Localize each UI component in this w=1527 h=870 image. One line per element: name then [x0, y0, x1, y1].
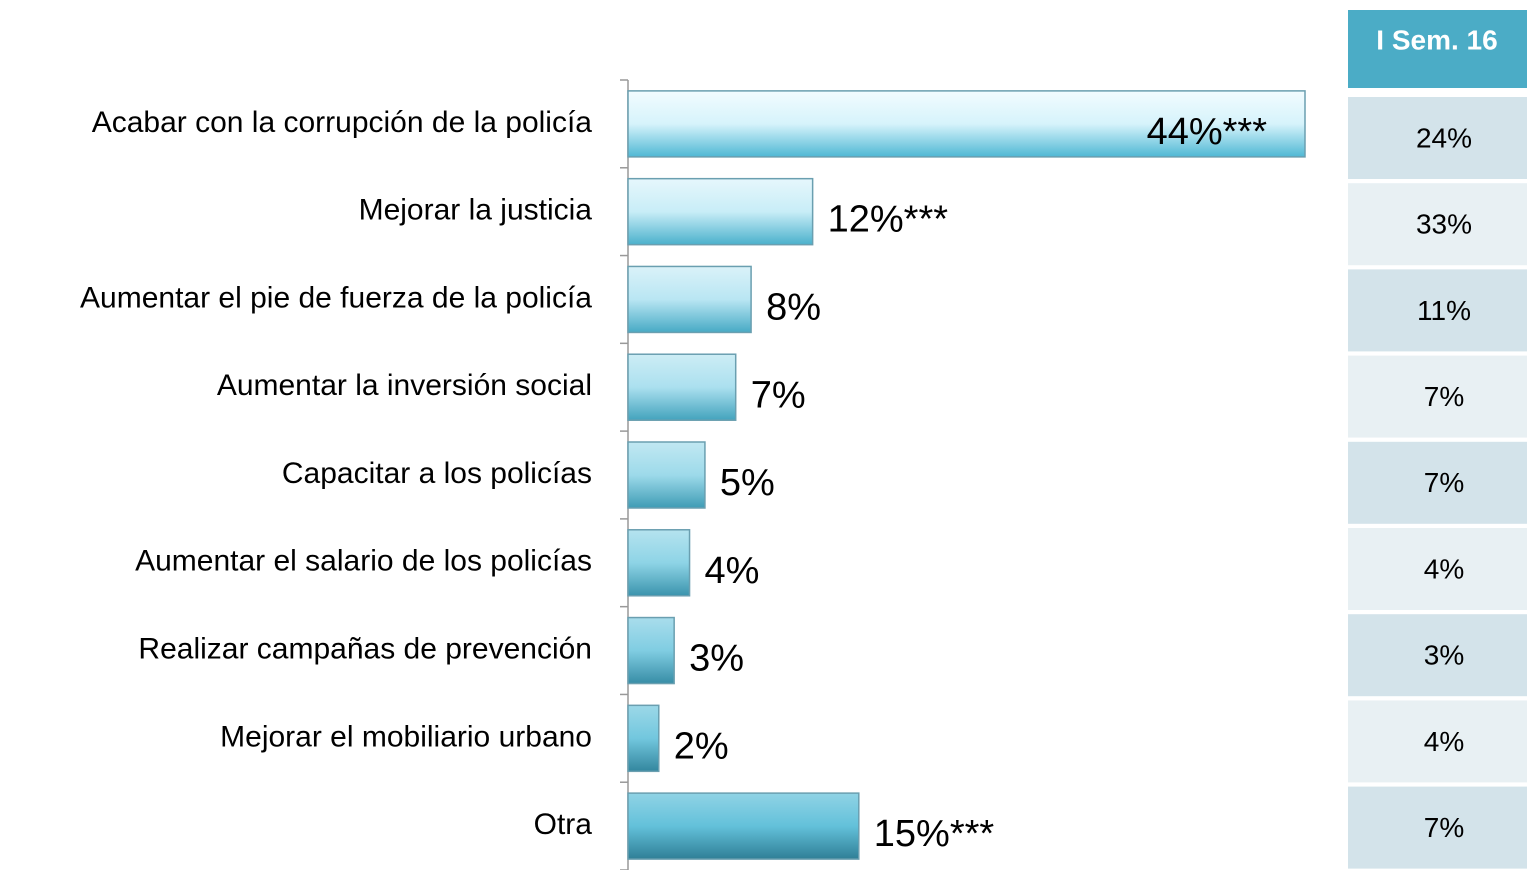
table-cell	[1348, 97, 1527, 179]
category-label: Aumentar el salario de los policías	[135, 545, 592, 578]
table-cell	[1348, 441, 1527, 524]
category-label: Aumentar el pie de fuerza de la policía	[80, 281, 592, 314]
table-value: 4%	[1424, 726, 1464, 757]
category-label: Capacitar a los policías	[282, 457, 592, 490]
table-header-cell	[1348, 10, 1527, 88]
bar	[627, 616, 675, 685]
category-label: Aumentar la inversión social	[217, 369, 592, 402]
value-label: 2%	[674, 725, 729, 767]
table-value: 7%	[1424, 381, 1464, 412]
bar	[627, 265, 752, 334]
value-label: 4%	[705, 550, 760, 592]
bar	[627, 704, 660, 773]
bar	[627, 529, 691, 597]
value-label: 3%	[689, 638, 744, 680]
value-label: 5%	[720, 462, 775, 504]
table-header: I Sem. 16	[1376, 24, 1497, 55]
bar	[627, 90, 1306, 158]
table-cell	[1348, 528, 1527, 610]
table-value: 7%	[1424, 812, 1464, 843]
table-value: 7%	[1424, 467, 1464, 498]
table-value: 3%	[1424, 640, 1464, 671]
category-label: Otra	[534, 808, 593, 841]
table-value: 4%	[1424, 553, 1464, 584]
value-label: 12%***	[828, 199, 949, 241]
value-label: 7%	[751, 374, 806, 416]
table-value: 33%	[1416, 209, 1472, 240]
value-label: 8%	[766, 286, 821, 328]
table-cell	[1348, 355, 1527, 438]
table-value: 24%	[1416, 122, 1472, 153]
table-cell	[1348, 786, 1527, 869]
table-cell	[1348, 183, 1527, 266]
bar	[627, 353, 737, 421]
value-label: 44%***	[1147, 111, 1268, 153]
bar	[627, 792, 860, 860]
value-label: 15%***	[874, 813, 995, 855]
bar	[627, 441, 706, 509]
table-cell	[1348, 614, 1527, 697]
bar	[627, 177, 814, 246]
table-value: 11%	[1417, 295, 1471, 326]
category-label: Mejorar la justicia	[359, 194, 593, 227]
table-cell	[1348, 269, 1527, 352]
category-label: Realizar campañas de prevención	[138, 632, 592, 665]
category-label: Mejorar el mobiliario urbano	[220, 720, 592, 753]
table-cell	[1348, 700, 1527, 783]
category-label: Acabar con la corrupción de la policía	[92, 106, 593, 139]
